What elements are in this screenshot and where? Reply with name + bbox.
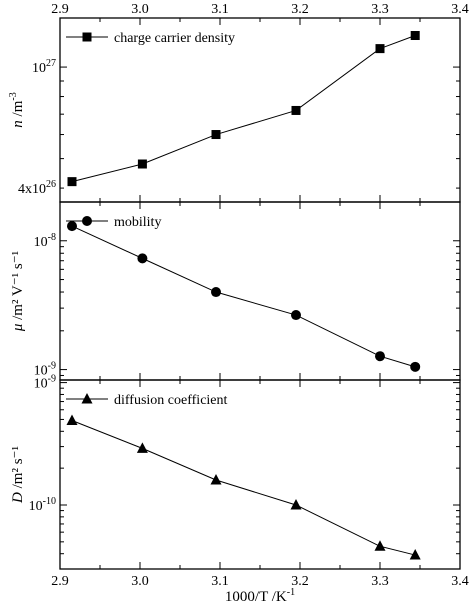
x-tick-label-top: 3.1 (211, 2, 229, 17)
x-tick-label: 3.2 (291, 574, 309, 589)
x-tick-label-top: 3.2 (291, 2, 309, 17)
data-point-triangle (290, 498, 302, 510)
x-tick-label-top: 3.4 (451, 2, 469, 17)
x-tick-label: 3.3 (371, 574, 389, 589)
data-point-triangle (374, 540, 386, 551)
data-point-triangle (210, 474, 222, 485)
y-tick-label: 1027 (32, 58, 56, 76)
data-point-triangle (409, 549, 421, 560)
y-tick-label: 10-9 (34, 361, 56, 379)
y-axis-title: D /m² s⁻¹ (10, 446, 26, 504)
x-tick-label: 3.4 (451, 574, 469, 589)
panel-frame (59, 379, 461, 570)
data-point-square (410, 31, 420, 41)
y-tick-label: 10-8 (34, 232, 56, 250)
series-line (71, 420, 416, 556)
legend-label: mobility (114, 215, 161, 230)
legend-marker (81, 393, 93, 404)
y-tick-label: 10-10 (29, 496, 56, 514)
x-tick-label: 3.1 (211, 574, 229, 589)
x-tick-label-top: 3.3 (371, 2, 389, 17)
x-tick-label: 3.0 (131, 574, 149, 589)
series-line (71, 225, 416, 368)
legend-marker (82, 216, 92, 226)
data-point-square (375, 44, 385, 54)
y-axis-title: μ /m² V⁻¹ s⁻¹ (10, 251, 26, 332)
data-point-square (211, 130, 221, 140)
data-point-circle (137, 253, 148, 264)
data-point-square (67, 177, 77, 187)
data-point-triangle (66, 414, 78, 426)
y-tick-label: 4x1026 (18, 179, 56, 197)
series-line (71, 35, 416, 183)
legend-label: charge carrier density (114, 31, 235, 46)
legend-marker (82, 32, 92, 42)
x-tick-label-top: 3.0 (131, 2, 149, 17)
data-point-circle (410, 361, 421, 372)
data-point-triangle (136, 442, 148, 453)
data-point-square (291, 105, 301, 115)
data-point-circle (211, 287, 221, 298)
y-tick-label: 10-9 (34, 374, 56, 392)
legend-label: diffusion coefficient (114, 393, 228, 408)
data-point-circle (375, 351, 385, 362)
data-point-circle (291, 310, 301, 321)
data-point-circle (67, 221, 77, 232)
x-tick-label-top: 2.9 (51, 2, 69, 17)
x-axis-title: 1000/T /K-1 (225, 587, 295, 603)
x-tick-label: 2.9 (51, 574, 69, 589)
data-point-square (137, 159, 147, 169)
y-axis-title: n /m-3 (8, 92, 26, 127)
